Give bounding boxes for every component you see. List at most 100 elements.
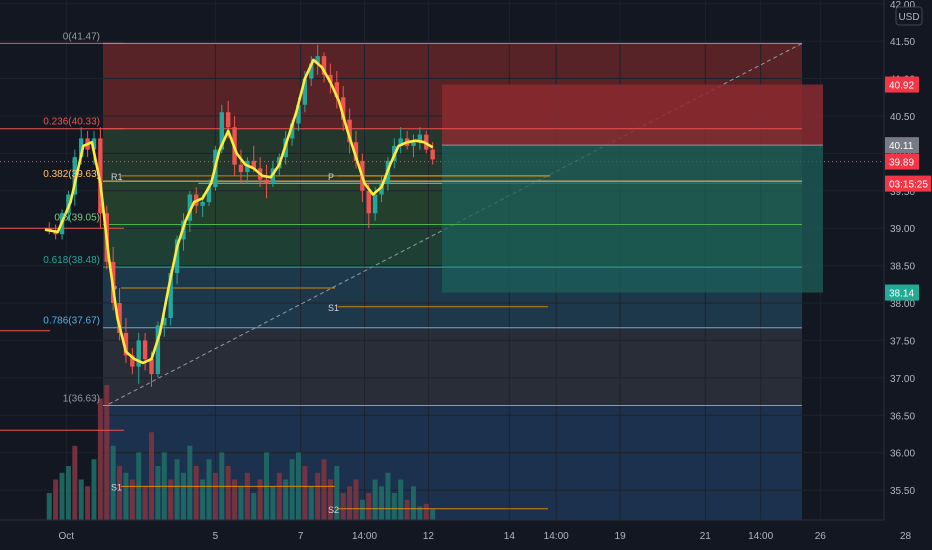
fib-level-label: 1(36.63) — [63, 394, 100, 405]
volume-bar — [385, 472, 391, 520]
volume-bar — [372, 479, 378, 520]
candle-body — [155, 325, 161, 375]
fib-zone — [103, 327, 802, 406]
time-tick-label: 28 — [900, 531, 912, 542]
fib-level-label: 0.236(40.33) — [43, 117, 100, 128]
time-axis[interactable]: Oct 5 7 14:00 12 14 14:00 19 21 14:00 26 28 — [0, 519, 932, 550]
price-tag-label: 38.14 — [889, 289, 914, 300]
candle-body — [72, 157, 78, 195]
candle-body — [91, 138, 97, 150]
pivot-label: P — [328, 172, 334, 182]
volume-bar — [149, 432, 154, 520]
candle-body — [398, 138, 403, 146]
volume-bar — [417, 506, 423, 520]
volume-bar — [129, 479, 135, 520]
volume-bar — [91, 459, 97, 520]
candle-body — [309, 63, 314, 79]
volume-bar — [327, 479, 333, 520]
candle-body — [328, 74, 333, 83]
fib-level-label: 0.786(37.67) — [43, 316, 100, 327]
candle-body — [251, 160, 256, 169]
pivot-label: S1 — [328, 303, 339, 313]
time-tick-label: 5 — [213, 531, 219, 542]
short-position-tool[interactable] — [442, 84, 823, 293]
price-tick-label: 37.00 — [890, 374, 915, 385]
time-axis-background — [0, 520, 932, 550]
currency-badge[interactable]: USD — [895, 6, 923, 26]
currency-badge-box — [895, 6, 923, 26]
ema-line — [44, 58, 434, 365]
time-tick-label: 14:00 — [352, 531, 377, 542]
price-tick-label: 36.50 — [890, 411, 915, 422]
time-tick-label: 12 — [423, 531, 435, 542]
volume-bar — [65, 466, 71, 520]
price-tick-label: 39.00 — [890, 224, 915, 235]
candle-body — [238, 164, 244, 173]
candle-body — [123, 332, 129, 356]
candle-body — [136, 340, 141, 367]
pivot-label: S1 — [111, 482, 122, 492]
volume-bar — [238, 486, 244, 520]
candle-body — [149, 359, 154, 375]
candle-body — [206, 187, 212, 203]
candle-body — [98, 138, 103, 214]
price-tag-box — [885, 153, 919, 170]
volume-bar — [366, 493, 372, 520]
time-tick-label: 19 — [615, 531, 627, 542]
price-tick-label: 36.00 — [890, 449, 915, 460]
volume-bar — [398, 479, 404, 520]
volume-bar — [430, 509, 436, 520]
pivot-label: S2 — [328, 505, 339, 515]
volume-bar — [334, 466, 340, 520]
volume-bar — [104, 385, 110, 520]
price-tag-label: 40.11 — [889, 141, 914, 152]
price-tick-label: 40.50 — [890, 112, 915, 123]
volume-bar — [117, 466, 123, 520]
volume-bar — [359, 499, 365, 520]
candle-body — [366, 190, 371, 214]
candle-body — [200, 202, 205, 206]
price-tag-label: 03:15:25 — [889, 180, 928, 191]
candle-body — [321, 56, 327, 75]
volume-bar — [257, 479, 263, 520]
volume-bar — [53, 479, 59, 520]
volume-bar — [225, 466, 231, 520]
time-tick-label: 21 — [700, 531, 712, 542]
candle-body — [417, 134, 423, 143]
candle-body — [430, 149, 435, 160]
ema-series-line — [44, 58, 434, 365]
candle-body — [117, 303, 122, 333]
price-tag-box — [885, 76, 919, 93]
volume-bar — [321, 459, 327, 520]
fib-lines[interactable] — [103, 42, 802, 407]
volume-bar — [180, 472, 186, 520]
volume-bar — [353, 479, 359, 520]
candle-body — [341, 97, 346, 120]
price-tag-box — [885, 137, 919, 154]
candle-body — [296, 104, 301, 124]
candle-body — [289, 123, 295, 139]
fib-level-label: 0(41.47) — [63, 31, 100, 42]
candle-body — [79, 138, 84, 158]
position-stop-zone — [442, 84, 823, 146]
candle-body — [264, 179, 269, 184]
volume-bar — [302, 466, 308, 520]
volume-bar — [46, 493, 52, 520]
volume-bar — [200, 479, 206, 520]
volume-bar — [142, 486, 148, 520]
price-tag-label: 39.89 — [889, 158, 914, 169]
volume-bar — [276, 472, 282, 520]
volume-bar — [110, 445, 116, 520]
price-tick-label: 37.50 — [890, 336, 915, 347]
candle-body — [174, 239, 180, 274]
volume-bar — [244, 472, 250, 520]
time-tick-label: 14:00 — [748, 531, 773, 542]
price-tick-label: 38.00 — [890, 299, 915, 310]
price-tag-box — [885, 284, 919, 301]
volume-bar — [270, 486, 276, 520]
volume-bar — [59, 472, 65, 520]
volume-bar — [308, 486, 314, 520]
candle-body — [162, 317, 167, 326]
time-tick-label: 14 — [504, 531, 516, 542]
